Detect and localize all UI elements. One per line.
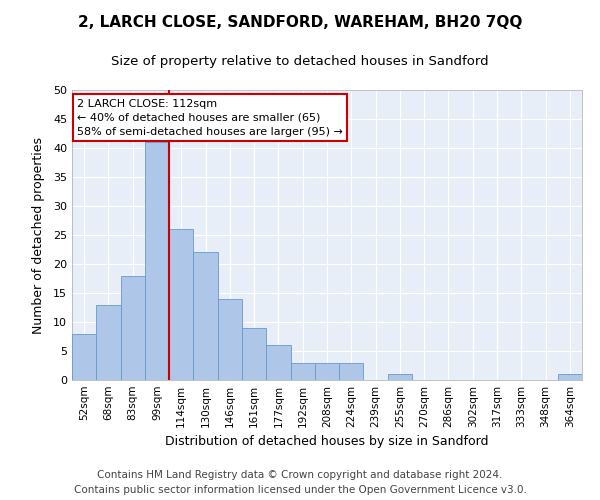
Bar xyxy=(242,328,266,380)
Bar xyxy=(193,252,218,380)
Bar xyxy=(558,374,582,380)
Y-axis label: Number of detached properties: Number of detached properties xyxy=(32,136,44,334)
Bar xyxy=(315,362,339,380)
Bar xyxy=(388,374,412,380)
Text: Contains HM Land Registry data © Crown copyright and database right 2024.
Contai: Contains HM Land Registry data © Crown c… xyxy=(74,470,526,495)
Bar xyxy=(290,362,315,380)
Text: 2, LARCH CLOSE, SANDFORD, WAREHAM, BH20 7QQ: 2, LARCH CLOSE, SANDFORD, WAREHAM, BH20 … xyxy=(78,15,522,30)
X-axis label: Distribution of detached houses by size in Sandford: Distribution of detached houses by size … xyxy=(165,436,489,448)
Bar xyxy=(72,334,96,380)
Text: Size of property relative to detached houses in Sandford: Size of property relative to detached ho… xyxy=(111,55,489,68)
Bar xyxy=(218,299,242,380)
Bar xyxy=(266,345,290,380)
Bar xyxy=(169,229,193,380)
Bar xyxy=(121,276,145,380)
Bar xyxy=(96,304,121,380)
Text: 2 LARCH CLOSE: 112sqm
← 40% of detached houses are smaller (65)
58% of semi-deta: 2 LARCH CLOSE: 112sqm ← 40% of detached … xyxy=(77,98,343,136)
Bar xyxy=(145,142,169,380)
Bar xyxy=(339,362,364,380)
